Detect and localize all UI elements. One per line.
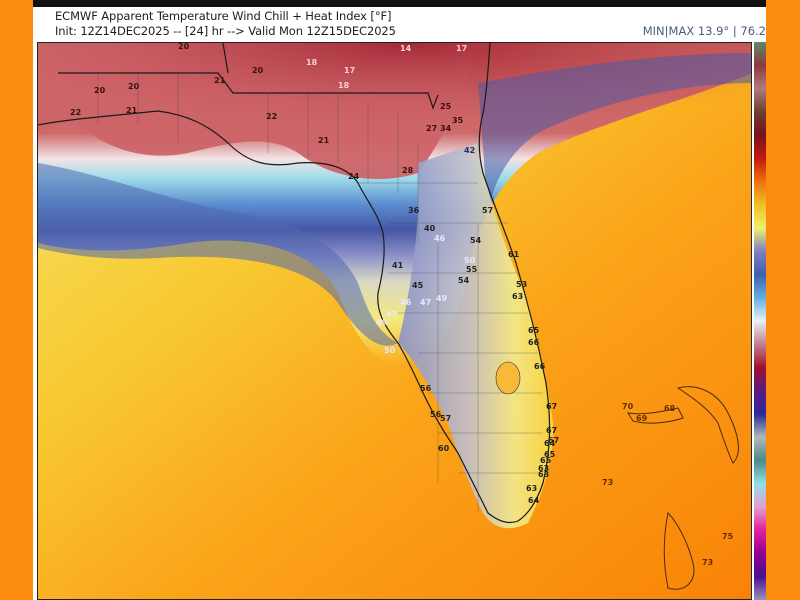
temperature-label: 57 bbox=[482, 206, 493, 215]
temperature-label: 73 bbox=[702, 558, 713, 567]
temperature-label: 49 bbox=[376, 318, 388, 327]
temperature-label: 66 bbox=[528, 338, 540, 347]
temperature-label: 41 bbox=[392, 261, 404, 270]
temperature-label: 65 bbox=[540, 456, 552, 465]
temperature-label: 14 bbox=[400, 44, 412, 53]
temperature-label: 46 bbox=[434, 234, 446, 243]
temperature-label: 20 bbox=[128, 82, 140, 91]
legend-colorbar bbox=[754, 42, 766, 600]
temperature-label: 20 bbox=[94, 86, 106, 95]
temperature-label: 66 bbox=[534, 362, 546, 371]
temperature-label: 47 bbox=[420, 298, 431, 307]
map-subtitle: Init: 12Z14DEC2025 -- [24] hr --> Valid … bbox=[55, 24, 396, 38]
temperature-label: 21 bbox=[318, 136, 330, 145]
temperature-label: 20 bbox=[252, 66, 264, 75]
temperature-label: 68 bbox=[664, 404, 676, 413]
temperature-label: 25 bbox=[440, 102, 452, 111]
temperature-label: 54 bbox=[458, 276, 470, 285]
temperature-label: 21 bbox=[214, 76, 226, 85]
temperature-label: 17 bbox=[456, 44, 467, 53]
temperature-label: 20 bbox=[178, 43, 190, 51]
temperature-label: 22 bbox=[266, 112, 277, 121]
temperature-label: 17 bbox=[344, 66, 355, 75]
temperature-label: 65 bbox=[544, 450, 556, 459]
temperature-label: 54 bbox=[470, 236, 482, 245]
temperature-label: 46 bbox=[400, 298, 412, 307]
temperature-label: 67 bbox=[546, 402, 557, 411]
temperature-label: 45 bbox=[412, 281, 424, 290]
temperature-label: 28 bbox=[402, 166, 414, 175]
top-bar bbox=[33, 0, 766, 7]
temperature-label: 63 bbox=[512, 292, 523, 301]
temperature-label: 69 bbox=[636, 414, 648, 423]
temperature-label: 73 bbox=[602, 478, 613, 487]
map-title: ECMWF Apparent Temperature Wind Chill + … bbox=[55, 9, 392, 23]
temperature-label: 67 bbox=[546, 426, 557, 435]
temperature-label: 70 bbox=[622, 402, 634, 411]
temperature-label: 49 bbox=[436, 294, 448, 303]
temperature-label: 47 bbox=[386, 310, 397, 319]
temperature-label: 24 bbox=[348, 172, 360, 181]
temperature-label: 50 bbox=[384, 346, 396, 355]
temperature-label: 18 bbox=[338, 81, 350, 90]
temperature-map: 20 14 17 18 20 17 18 20 20 21 22 21 22 25 35 27 34 42 21 24… bbox=[37, 42, 752, 600]
right-orange-border bbox=[766, 0, 800, 600]
map-panel: ECMWF Apparent Temperature Wind Chill + … bbox=[33, 0, 766, 600]
temperature-label: 53 bbox=[516, 280, 527, 289]
temperature-label: 50 bbox=[464, 256, 476, 265]
temperature-label: 35 bbox=[452, 116, 464, 125]
temperature-label: 56 bbox=[420, 384, 432, 393]
temperature-label: 36 bbox=[408, 206, 420, 215]
temperature-label: 63 bbox=[538, 464, 549, 473]
temperature-label: 42 bbox=[464, 146, 475, 155]
temperature-label: 63 bbox=[538, 470, 549, 479]
temperature-label: 64 bbox=[528, 496, 540, 505]
temperature-label: 55 bbox=[466, 265, 478, 274]
temperature-label: 63 bbox=[526, 484, 537, 493]
temperature-label: 75 bbox=[722, 532, 734, 541]
temperature-label: 21 bbox=[126, 106, 138, 115]
temperature-label: 27 bbox=[426, 124, 437, 133]
temperature-label: 40 bbox=[424, 224, 436, 233]
temperature-label: 61 bbox=[508, 250, 520, 259]
temperature-label: 60 bbox=[438, 444, 450, 453]
temperature-label: 56 bbox=[430, 410, 442, 419]
temperature-label: 34 bbox=[440, 124, 452, 133]
temperature-label: 22 bbox=[70, 108, 81, 117]
temperature-label: 64 bbox=[544, 439, 556, 448]
minmax-readout: MIN|MAX 13.9° | 76.2 bbox=[642, 24, 766, 38]
temperature-label: 65 bbox=[528, 326, 540, 335]
temperature-label: 18 bbox=[306, 58, 318, 67]
temperature-label: 67 bbox=[548, 436, 559, 445]
temperature-label: 57 bbox=[440, 414, 451, 423]
